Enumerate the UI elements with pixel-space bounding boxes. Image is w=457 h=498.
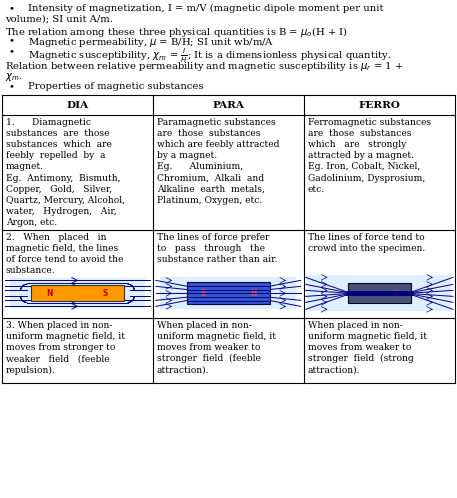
Text: •: •	[8, 4, 14, 13]
Text: Intensity of magnetization, I = m/V (magnetic dipole moment per unit: Intensity of magnetization, I = m/V (mag…	[28, 4, 383, 13]
Bar	[160, 277, 296, 309]
Text: •: •	[8, 82, 14, 91]
Text: 2.   When   placed   in
magnetic field, the lines
of force tend to avoid the
sub: 2. When placed in magnetic field, the li…	[6, 233, 123, 275]
Bar	[187, 282, 270, 304]
Text: Magnetic permeability, $\mu$ = B/H; SI unit wb/m/A: Magnetic permeability, $\mu$ = B/H; SI u…	[28, 36, 274, 49]
Text: •: •	[8, 36, 14, 45]
Text: S: S	[201, 289, 206, 298]
Text: •: •	[8, 47, 14, 56]
Text: Paramagnetic substances
are  those  substances
which are feebly attracted
by a m: Paramagnetic substances are those substa…	[157, 118, 279, 205]
Bar	[348, 283, 411, 303]
Text: N: N	[250, 289, 256, 298]
Bar	[31, 285, 124, 301]
Text: The lines of force tend to
crowd into the specimen.: The lines of force tend to crowd into th…	[308, 233, 425, 253]
Text: S: S	[103, 289, 108, 298]
Text: PARA: PARA	[213, 101, 244, 110]
Text: volume); SI unit A/m.: volume); SI unit A/m.	[5, 14, 113, 23]
Text: 1.      Diamagnetic
substances  are  those
substances  which  are
feebly  repell: 1. Diamagnetic substances are those subs…	[6, 118, 125, 227]
Text: $\chi_m$.: $\chi_m$.	[5, 71, 23, 83]
Text: Magnetic susceptibility, $\chi_m$ = $\frac{I}{H}$; It is a dimensionless physica: Magnetic susceptibility, $\chi_m$ = $\fr…	[28, 47, 391, 65]
Text: DIA: DIA	[66, 101, 89, 110]
Bar	[308, 275, 451, 311]
Text: N: N	[392, 290, 398, 296]
Bar	[10, 278, 145, 308]
Text: The lines of force prefer
to   pass   through   the
substance rather than air.: The lines of force prefer to pass throug…	[157, 233, 277, 264]
Text: When placed in non-
uniform magnetic field, it
moves from weaker to
stronger  fi: When placed in non- uniform magnetic fie…	[308, 321, 427, 374]
Text: The relation among these three physical quantities is B = $\mu_o$(H + I): The relation among these three physical …	[5, 25, 348, 39]
Text: Ferromagnetic substances
are  those  substances
which   are   strongly
attracted: Ferromagnetic substances are those subst…	[308, 118, 431, 194]
Text: Properties of magnetic substances: Properties of magnetic substances	[28, 82, 203, 91]
Text: N: N	[46, 289, 53, 298]
Text: Relation between relative permeability and magnetic susceptibility is $\mu_r$ = : Relation between relative permeability a…	[5, 60, 404, 73]
Text: FERRO: FERRO	[358, 101, 400, 110]
Text: 3. When placed in non-
uniform magnetic field, it
moves from stronger to
weaker : 3. When placed in non- uniform magnetic …	[6, 321, 125, 374]
Text: When placed in non-
uniform magnetic field, it
moves from weaker to
stronger  fi: When placed in non- uniform magnetic fie…	[157, 321, 276, 374]
